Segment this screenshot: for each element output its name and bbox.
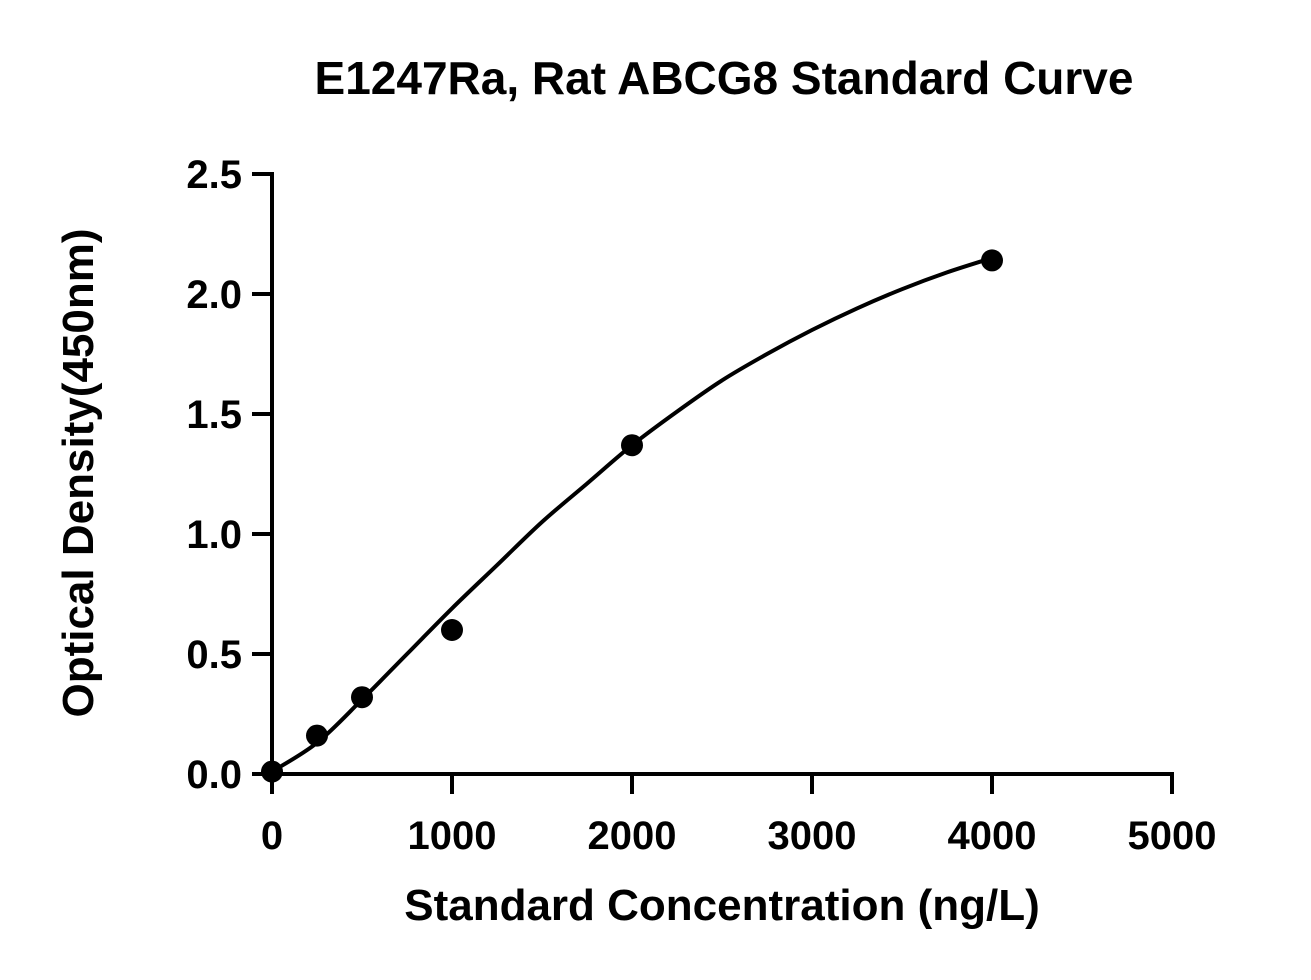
x-tick-label: 0 (261, 814, 283, 858)
x-axis-label: Standard Concentration (ng/L) (404, 881, 1040, 930)
y-tick-label: 0.0 (186, 753, 242, 797)
data-point (981, 249, 1003, 272)
y-axis-label: Optical Density(450nm) (54, 228, 103, 717)
data-point (621, 434, 643, 457)
data-point (261, 760, 283, 783)
y-tick-label: 2.0 (186, 273, 242, 317)
y-tick-label: 1.5 (186, 393, 242, 437)
x-tick-label: 1000 (408, 814, 497, 858)
x-tick-label: 5000 (1128, 814, 1217, 858)
data-points (261, 249, 1003, 783)
axes (270, 172, 1174, 776)
y-tick-label: 1.0 (186, 513, 242, 557)
ticks: 0 1000 2000 3000 4000 5000 0.0 0.5 1.0 1.5 2.0 2.5 (186, 153, 1216, 858)
fit-curve (270, 256, 994, 774)
y-tick-label: 0.5 (186, 633, 242, 677)
data-point (441, 619, 463, 641)
x-tick-label: 3000 (768, 814, 857, 858)
chart-title: E1247Ra, Rat ABCG8 Standard Curve (315, 52, 1134, 104)
y-tick-label: 2.5 (186, 153, 242, 197)
data-point (351, 686, 373, 709)
x-tick-label: 4000 (948, 814, 1037, 858)
x-tick-label: 2000 (588, 814, 677, 858)
fit-curve-group (270, 256, 994, 774)
data-point (306, 724, 328, 747)
